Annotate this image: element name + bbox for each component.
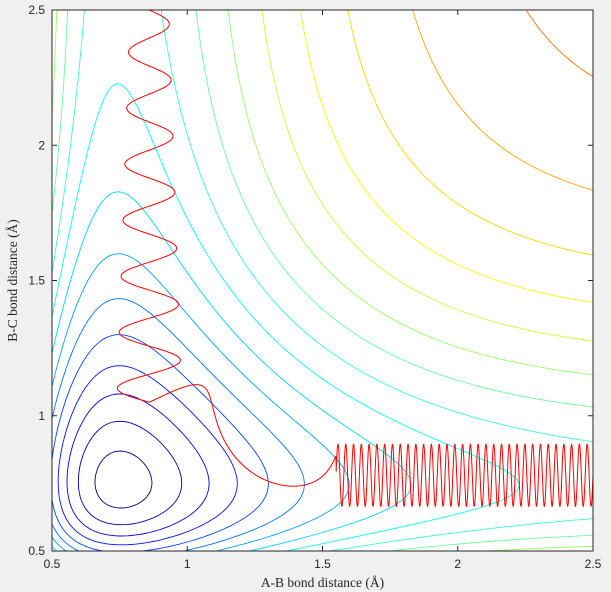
x-axis: 0.5 1 1.5 2 2.5 xyxy=(44,10,602,571)
x-tick-label: 2.5 xyxy=(585,557,602,571)
contour-level xyxy=(261,9,594,342)
contour-level xyxy=(51,191,412,552)
contour-level xyxy=(412,9,594,191)
contour-level xyxy=(347,9,594,256)
y-tick-label: 1 xyxy=(38,409,45,423)
contour-level xyxy=(300,9,594,303)
plot-area xyxy=(52,10,593,551)
contour-level xyxy=(51,253,350,552)
y-tick-label: 0.5 xyxy=(28,544,45,558)
y-tick-label: 2 xyxy=(38,138,45,152)
contour-level xyxy=(66,393,210,537)
x-tick-label: 1 xyxy=(184,557,191,571)
x-tick-label: 0.5 xyxy=(44,557,61,571)
contour-level xyxy=(94,450,153,509)
x-tick-label: 1.5 xyxy=(314,557,331,571)
x-axis-title: A-B bond distance (Å) xyxy=(261,575,384,590)
trajectory-line xyxy=(116,9,594,507)
y-tick-label: 2.5 xyxy=(28,3,45,17)
contour-level xyxy=(77,420,183,526)
x-tick-label: 2 xyxy=(454,557,461,571)
y-tick-label: 1.5 xyxy=(28,274,45,288)
contour-level xyxy=(57,365,238,546)
contour-level xyxy=(51,298,305,552)
contour-level xyxy=(525,9,594,78)
y-axis: 0.5 1 1.5 2 2.5 xyxy=(28,3,593,558)
y-axis-title: B-C bond distance (Å) xyxy=(5,219,20,342)
